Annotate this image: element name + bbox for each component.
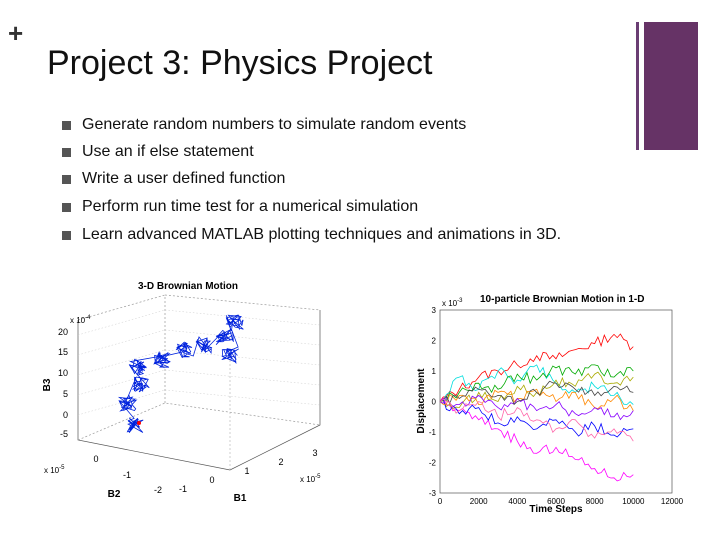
accent-bar-thin xyxy=(636,22,639,150)
bullet-square-icon xyxy=(62,231,71,240)
bullet-square-icon xyxy=(62,121,71,130)
y-tick: -1 xyxy=(123,470,131,480)
x-tick: 12000 xyxy=(661,497,684,506)
z-exponent: x 10-4 xyxy=(70,315,91,325)
y-exponent: x 10-5 xyxy=(44,465,65,475)
series-line xyxy=(439,394,634,421)
bullet-item: Learn advanced MATLAB plotting technique… xyxy=(62,226,561,253)
grid-line xyxy=(164,329,321,346)
bullet-list: Generate random numbers to simulate rand… xyxy=(62,116,561,253)
endpoint-marker xyxy=(137,421,141,425)
brownian-3d-chart: 3-D Brownian Motion -5 0 5 10 15 20 x 10… xyxy=(42,281,321,504)
bullet-square-icon xyxy=(62,175,71,184)
x-axis-ticks: -1 0 1 2 3 xyxy=(179,448,318,494)
y-axis-label: Displacement xyxy=(416,368,427,434)
x-tick: 6000 xyxy=(547,497,565,506)
brownian-1d-chart: 10-particle Brownian Motion in 1-D x 10-… xyxy=(416,294,684,515)
bullet-item: Generate random numbers to simulate rand… xyxy=(62,116,561,143)
grid-line xyxy=(164,309,321,326)
grid-line xyxy=(77,329,166,356)
y-tick: 2 xyxy=(432,337,437,346)
bullet-text: Learn advanced MATLAB plotting technique… xyxy=(82,226,562,243)
series-line xyxy=(439,398,634,438)
x-tick: 2 xyxy=(278,457,283,467)
y-tick: -1 xyxy=(429,428,437,437)
x-tick: 3 xyxy=(312,448,317,458)
chart-title: 3-D Brownian Motion xyxy=(138,281,238,292)
x-exponent: x 10-5 xyxy=(300,474,321,484)
x-tick: 8000 xyxy=(586,497,604,506)
z-tick: -5 xyxy=(60,429,68,439)
grid-line xyxy=(164,349,321,366)
series-line xyxy=(439,380,634,406)
grid-line xyxy=(164,389,321,406)
y-tick: 0 xyxy=(432,398,437,407)
x-tick: 0 xyxy=(438,497,443,506)
series-line xyxy=(439,388,634,411)
x-tick: 4000 xyxy=(508,497,526,506)
y-tick: -2 xyxy=(429,459,437,468)
accent-bar-thick xyxy=(644,22,698,150)
z-tick: 20 xyxy=(58,327,68,337)
bullet-item: Perform run time test for a numerical si… xyxy=(62,198,561,226)
y-tick: 3 xyxy=(432,306,437,315)
plus-icon: + xyxy=(8,18,24,48)
slide-title: Project 3: Physics Project xyxy=(47,44,433,82)
series-line xyxy=(439,397,634,482)
series-line xyxy=(439,398,634,442)
bullet-text: Write a user defined function xyxy=(82,170,286,187)
bullet-text: Generate random numbers to simulate rand… xyxy=(82,116,467,133)
x-axis-ticks: 0 2000 4000 6000 8000 10000 12000 xyxy=(438,497,684,506)
x-tick: 2000 xyxy=(470,497,488,506)
axes-box-3d xyxy=(77,294,321,471)
bullet-text: Perform run time test for a numerical si… xyxy=(82,198,419,215)
grid-3d xyxy=(77,309,321,416)
bullet-square-icon xyxy=(62,148,71,157)
x-tick: 10000 xyxy=(622,497,645,506)
x-tick: -1 xyxy=(179,484,187,494)
brownian-path-3d xyxy=(117,314,244,434)
z-tick: 15 xyxy=(58,347,68,357)
y-tick: 1 xyxy=(432,367,437,376)
grid-line xyxy=(77,369,166,396)
z-tick: 0 xyxy=(63,410,68,420)
grid-line xyxy=(77,349,166,376)
z-axis-label: B3 xyxy=(42,378,53,391)
z-tick: 5 xyxy=(63,389,68,399)
grid-line xyxy=(164,369,321,386)
bullet-text: Use an if else statement xyxy=(82,143,254,160)
bullet-item: Write a user defined function xyxy=(62,170,561,198)
chart-title: 10-particle Brownian Motion in 1-D xyxy=(480,294,644,305)
y-tick: -2 xyxy=(154,485,162,495)
z-axis-ticks: -5 0 5 10 15 20 xyxy=(58,327,68,439)
y-axis-ticks: -3 -2 -1 0 1 2 3 xyxy=(429,306,437,498)
bullet-square-icon xyxy=(62,203,71,212)
z-tick: 10 xyxy=(58,368,68,378)
y-axis-ticks: -2 -1 0 xyxy=(93,454,162,495)
x-axis-label: B1 xyxy=(234,493,247,504)
series-line xyxy=(439,333,634,402)
series-line xyxy=(439,364,634,405)
bullet-item: Use an if else statement xyxy=(62,143,561,170)
y-axis-label: B2 xyxy=(108,489,121,500)
x-tick: 0 xyxy=(209,475,214,485)
x-axis-label: Time Steps xyxy=(529,504,583,515)
title-exponent: x 10-3 xyxy=(442,298,463,308)
x-tick: 1 xyxy=(244,466,249,476)
y-tick: -3 xyxy=(429,489,437,498)
series-line xyxy=(439,364,634,402)
y-tick: 0 xyxy=(93,454,98,464)
grid-line xyxy=(77,309,166,336)
series-lines xyxy=(439,333,634,482)
grid-line xyxy=(77,389,166,416)
